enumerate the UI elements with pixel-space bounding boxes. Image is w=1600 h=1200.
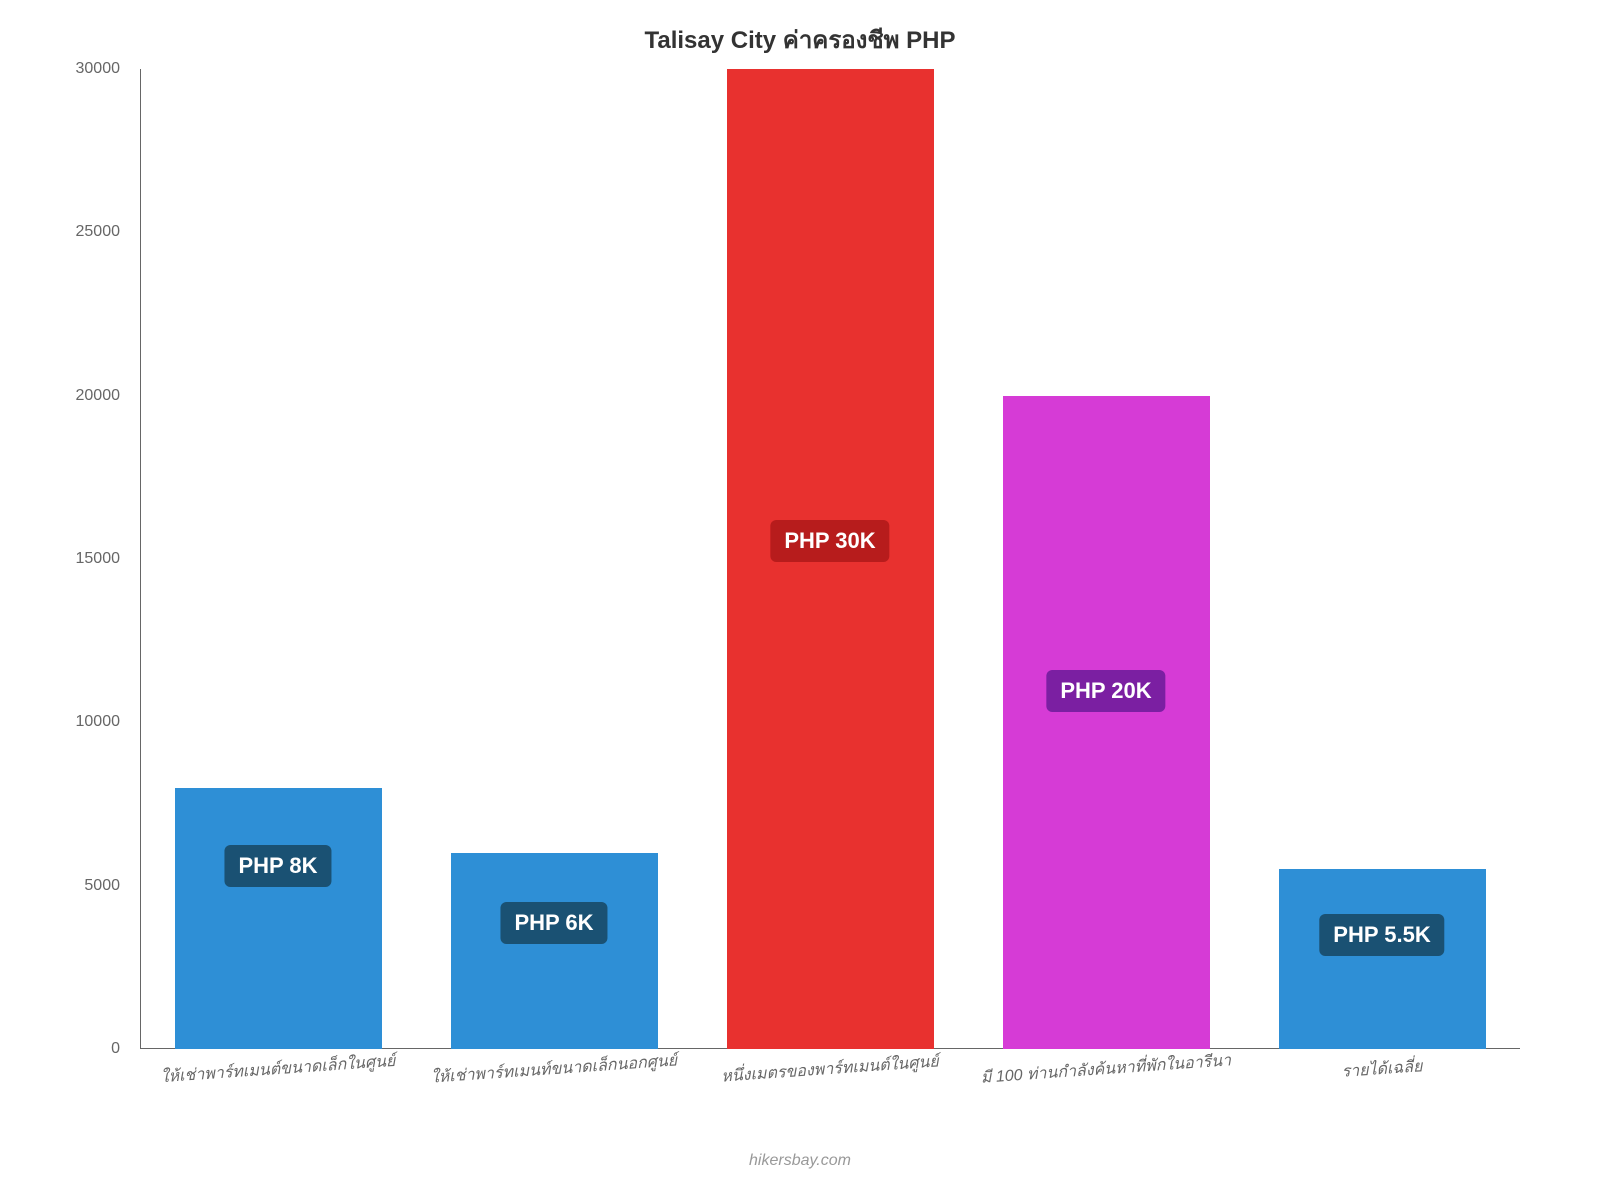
x-axis-label: รายได้เฉลี่ย: [1243, 1047, 1520, 1091]
x-axis-label: ให้เช่าพาร์ทเมนท์ขนาดเล็กนอกศูนย์: [415, 1047, 692, 1091]
chart-container: Talisay City ค่าครองชีพ PHP 0 5000 10000 15…: [60, 20, 1540, 1080]
x-axis-label: หนึ่งเมตรของพาร์ทเมนต์ในศูนย์: [691, 1047, 968, 1091]
y-axis: 050001000015000200002500030000: [60, 69, 130, 1049]
watermark: hikersbay.com: [749, 1152, 851, 1170]
y-tick: 20000: [76, 387, 121, 405]
bars-container: PHP 8K PHP 6K PHP 30K PHP 20K PHP 5.5K: [140, 69, 1520, 1049]
y-tick: 5000: [84, 877, 120, 895]
y-tick: 10000: [76, 713, 121, 731]
bar-value-label: PHP 8K: [224, 845, 331, 887]
bar-value-label: PHP 20K: [1046, 670, 1165, 712]
bar: PHP 8K: [175, 788, 382, 1049]
bar-group: PHP 20K: [968, 69, 1244, 1049]
bar: PHP 6K: [451, 853, 658, 1049]
bar-value-label: PHP 5.5K: [1319, 914, 1444, 956]
x-labels: ให้เช่าพาร์ทเมนต์ขนาดเล็กในศูนย์ให้เช่าพ…: [140, 1057, 1520, 1082]
bar-group: PHP 6K: [416, 69, 692, 1049]
y-tick: 0: [111, 1040, 120, 1058]
bar-value-label: PHP 6K: [500, 902, 607, 944]
bar-group: PHP 5.5K: [1244, 69, 1520, 1049]
bar-group: PHP 8K: [140, 69, 416, 1049]
bar: PHP 5.5K: [1279, 869, 1486, 1049]
y-tick: 25000: [76, 223, 121, 241]
x-axis-label: ให้เช่าพาร์ทเมนต์ขนาดเล็กในศูนย์: [139, 1047, 416, 1091]
grid-area: PHP 8K PHP 6K PHP 30K PHP 20K PHP 5.5K: [140, 69, 1520, 1049]
chart-title: Talisay City ค่าครองชีพ PHP: [60, 20, 1540, 59]
y-tick: 15000: [76, 550, 121, 568]
bar-value-label: PHP 30K: [770, 520, 889, 562]
x-axis-label: มี 100 ท่านกำลังค้นหาที่พักในอารีนา: [967, 1047, 1244, 1091]
bar: PHP 20K: [1003, 396, 1210, 1049]
plot-area: 050001000015000200002500030000 PHP 8KPHP…: [60, 69, 1540, 1049]
bar-group: PHP 30K: [692, 69, 968, 1049]
y-tick: 30000: [76, 60, 121, 78]
bar: PHP 30K: [727, 69, 934, 1049]
